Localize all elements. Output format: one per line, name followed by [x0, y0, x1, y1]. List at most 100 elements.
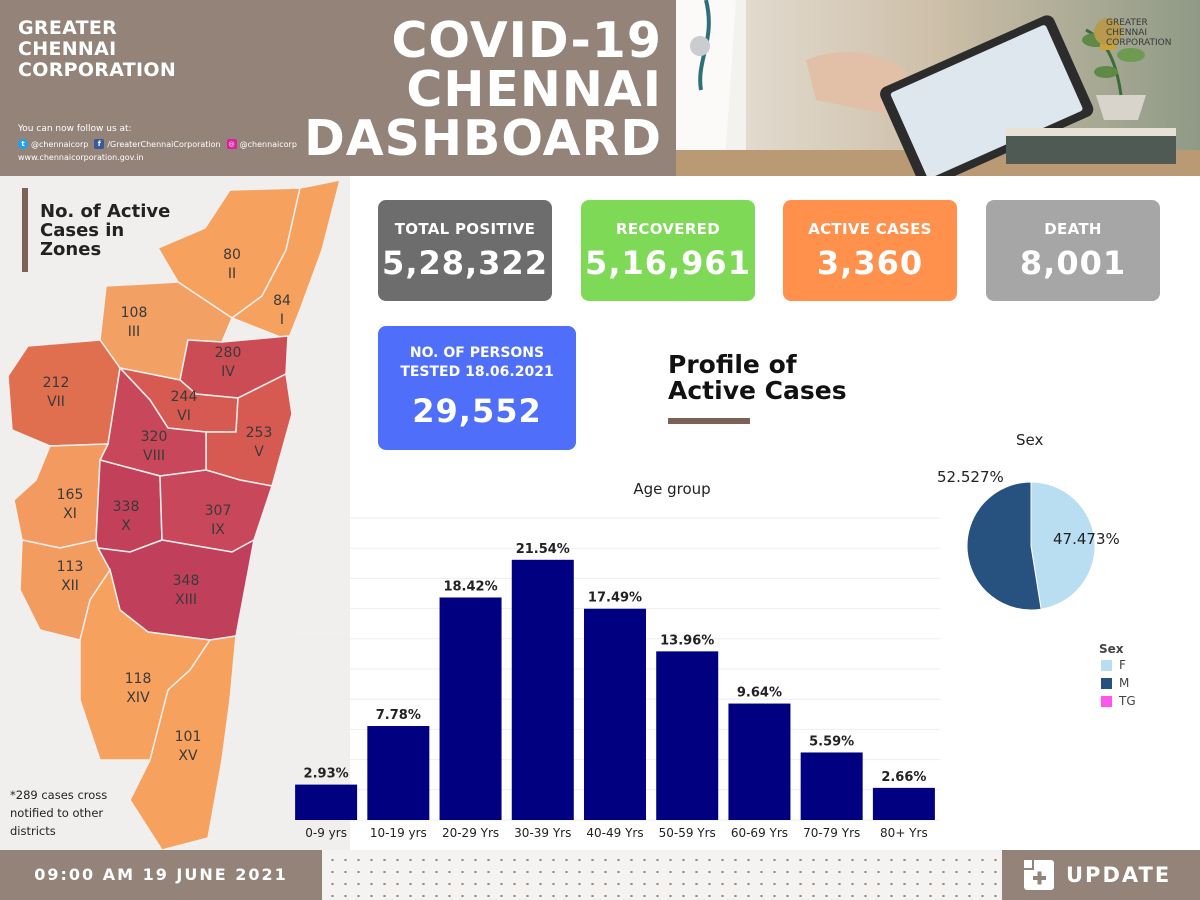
website-link[interactable]: www.chennaicorporation.gov.in [18, 153, 144, 162]
sex-chart-title: Sex [1016, 431, 1044, 449]
sex-legend-title: Sex [1099, 642, 1124, 656]
zone-label-XI: 165 XI [56, 487, 84, 522]
x-tick-label: 70-79 Yrs [803, 826, 860, 840]
bar-data-label: 21.54% [516, 542, 570, 557]
org-name: GREATER CHENNAI CORPORATION [18, 17, 177, 81]
legend-swatch-m [1101, 677, 1112, 689]
zone-label-IX: 307 IX [204, 503, 232, 538]
persons-tested-value: 29,552 [412, 392, 542, 430]
bar-10-19-yrs[interactable] [367, 726, 430, 820]
zone-label-XV: 101 XV [174, 729, 202, 764]
pie-slice-f[interactable] [1030, 481, 1096, 610]
x-tick-label: 50-59 Yrs [659, 826, 716, 840]
header-photo: GREATER CHENNAI CORPORATION [676, 0, 1200, 176]
death-card: DEATH 8,001 [986, 200, 1160, 301]
zone-label-V: 253 V [245, 425, 273, 460]
age-group-chart: Age group 2.93% 0-9 yrs 7.78% 10-19 yrs 18.4… [282, 478, 942, 848]
footer-dot-pattern [322, 850, 1002, 900]
bar-data-label: 13.96% [660, 633, 714, 648]
bar-80-yrs[interactable] [872, 787, 935, 820]
zone-label-VII: 212 VII [42, 375, 70, 410]
zone-map [7, 179, 342, 850]
dashboard-title: COVID-19 CHENNAI DASHBOARD [304, 12, 662, 167]
bar-20-29-yrs[interactable] [439, 597, 502, 820]
update-label: UPDATE [1066, 863, 1172, 887]
x-tick-label: 80+ Yrs [880, 826, 928, 840]
profile-title-accent [668, 418, 750, 424]
zone-label-VIII: 320 VIII [140, 429, 168, 464]
x-tick-label: 40-49 Yrs [586, 826, 643, 840]
active-cases-value: 3,360 [816, 244, 924, 282]
cross-notified-note: *289 cases cross notified to other distr… [10, 788, 108, 838]
active-cases-label: ACTIVE CASES [808, 220, 932, 238]
zone-label-X: 338 X [112, 499, 140, 534]
x-tick-label: 30-39 Yrs [514, 826, 571, 840]
bar-data-label: 17.49% [588, 591, 642, 606]
pie-label-f: 47.473% [1053, 530, 1120, 548]
persons-tested-label: NO. OF PERSONS TESTED 18.06.2021 [400, 345, 554, 380]
map-title-accent [22, 188, 28, 272]
doctor-tablet-photo [676, 0, 1200, 176]
facebook-handle[interactable]: /GreaterChennaiCorporation [107, 139, 221, 149]
x-tick-label: 60-69 Yrs [731, 826, 788, 840]
bar-30-39-yrs[interactable] [511, 559, 574, 820]
zone-label-XIV: 118 XIV [124, 671, 152, 706]
zone-label-XIII: 348 XIII [172, 573, 200, 608]
zone-shape-XV[interactable] [129, 635, 237, 850]
pie-slice-m[interactable] [966, 481, 1042, 611]
zone-label-XII: 113 XII [56, 559, 84, 594]
corporation-logo-text: GREATER CHENNAI CORPORATION [1106, 18, 1172, 48]
zone-label-I: 84 I [273, 293, 291, 328]
legend-swatch-f [1101, 659, 1112, 671]
instagram-icon: ◎ [226, 139, 237, 149]
death-value: 8,001 [1019, 244, 1127, 282]
zone-label-VI: 244 VI [170, 389, 198, 424]
bar-70-79-yrs[interactable] [800, 752, 863, 820]
social-links: t @chennaicorp f /GreaterChennaiCorporat… [18, 139, 297, 149]
total-positive-value: 5,28,322 [382, 244, 548, 282]
zone-map-panel: No. of Active Cases in Zones 80 II 84 I 10… [0, 176, 350, 850]
zone-label-II: 80 II [223, 247, 241, 282]
recovered-card: RECOVERED 5,16,961 [581, 200, 755, 301]
active-cases-card: ACTIVE CASES 3,360 [783, 200, 957, 301]
age-group-bars: 2.93% 0-9 yrs 7.78% 10-19 yrs 18.42% 20-29 Yr… [290, 517, 940, 840]
bar-50-59-yrs[interactable] [656, 651, 719, 820]
bar-data-label: 2.93% [304, 767, 349, 782]
bar-0-9-yrs[interactable] [295, 784, 358, 820]
map-title: No. of Active Cases in Zones [40, 201, 171, 260]
bar-60-69-yrs[interactable] [728, 703, 791, 820]
twitter-handle[interactable]: @chennaicorp [31, 139, 89, 149]
update-datetime: 09:00 AM 19 JUNE 2021 [0, 850, 322, 900]
zone-label-III: 108 III [120, 305, 148, 340]
legend-item-m[interactable]: M [1101, 676, 1129, 690]
legend-swatch-tg [1101, 695, 1112, 707]
death-label: DEATH [1044, 220, 1102, 238]
sex-pie-chart [966, 481, 1096, 611]
bar-data-label: 18.42% [443, 579, 497, 594]
plus-icon [1024, 860, 1054, 890]
age-group-chart-title: Age group [633, 480, 711, 498]
legend-item-f[interactable]: F [1101, 658, 1126, 672]
recovered-value: 5,16,961 [585, 244, 751, 282]
bar-data-label: 2.66% [881, 770, 926, 785]
legend-item-tg[interactable]: TG [1101, 694, 1136, 708]
x-tick-label: 20-29 Yrs [442, 826, 499, 840]
facebook-icon: f [94, 139, 105, 149]
pie-label-m: 52.527% [937, 468, 1004, 486]
x-tick-label: 0-9 yrs [305, 826, 347, 840]
x-tick-label: 10-19 yrs [370, 826, 427, 840]
header: GREATER CHENNAI CORPORATION You can now … [0, 0, 1200, 176]
bar-data-label: 5.59% [809, 734, 854, 749]
profile-title: Profile of Active Cases [668, 350, 847, 405]
total-positive-card: TOTAL POSITIVE 5,28,322 [378, 200, 552, 301]
instagram-handle[interactable]: @chennaicorp [239, 139, 297, 149]
twitter-icon: t [18, 139, 28, 149]
bar-40-49-yrs[interactable] [584, 608, 646, 820]
update-button[interactable]: UPDATE [1002, 850, 1200, 900]
zone-label-IV: 280 IV [214, 345, 242, 380]
recovered-label: RECOVERED [616, 220, 720, 238]
footer: 09:00 AM 19 JUNE 2021 UPDATE [0, 850, 1200, 900]
follow-text: You can now follow us at: [18, 124, 132, 134]
total-positive-label: TOTAL POSITIVE [394, 220, 536, 238]
persons-tested-card: NO. OF PERSONS TESTED 18.06.2021 29,552 [378, 326, 576, 450]
